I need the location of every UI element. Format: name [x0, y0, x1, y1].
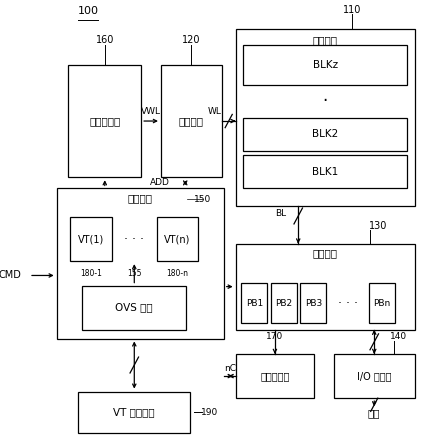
Text: ADD: ADD — [150, 179, 170, 187]
Bar — [82, 286, 186, 330]
Text: 130: 130 — [368, 221, 386, 231]
Text: 155: 155 — [127, 269, 141, 278]
Bar — [241, 284, 267, 323]
Text: BL: BL — [275, 210, 286, 218]
Text: nC: nC — [223, 364, 235, 373]
Bar — [235, 354, 313, 398]
Bar — [243, 45, 406, 85]
Bar — [56, 188, 223, 338]
Text: · · ·: · · · — [337, 297, 357, 310]
Text: 单元阵列: 单元阵列 — [312, 35, 337, 46]
Text: BLKz: BLKz — [312, 60, 337, 70]
Text: VT(n): VT(n) — [164, 234, 190, 244]
Text: 150: 150 — [194, 195, 211, 204]
Text: 110: 110 — [342, 4, 360, 15]
Bar — [243, 155, 406, 188]
Text: PB3: PB3 — [304, 299, 321, 308]
Text: 单元计数器: 单元计数器 — [260, 371, 289, 381]
Bar — [243, 118, 406, 151]
Text: CMD: CMD — [0, 271, 21, 280]
Bar — [270, 284, 296, 323]
Text: · · ·: · · · — [124, 233, 144, 246]
Text: I/O 缓冲器: I/O 缓冲器 — [356, 371, 390, 381]
Text: 数据: 数据 — [367, 408, 380, 419]
Bar — [78, 392, 190, 433]
Text: WL: WL — [208, 107, 221, 116]
Bar — [68, 65, 141, 177]
Bar — [333, 354, 414, 398]
Bar — [235, 244, 414, 330]
Text: 电压发生器: 电压发生器 — [89, 116, 120, 126]
Bar — [70, 217, 111, 261]
Bar — [157, 217, 198, 261]
Text: 140: 140 — [389, 332, 406, 341]
Text: 170: 170 — [266, 332, 283, 341]
Text: 180-1: 180-1 — [80, 269, 102, 278]
Text: PB2: PB2 — [275, 299, 292, 308]
Text: PB1: PB1 — [245, 299, 262, 308]
Text: OVS 电路: OVS 电路 — [115, 303, 153, 313]
Text: VT 选择逻辑: VT 选择逻辑 — [113, 408, 155, 417]
Text: ·: · — [322, 92, 327, 110]
Text: 页缓冲器: 页缓冲器 — [312, 248, 337, 258]
Text: BLK1: BLK1 — [311, 167, 338, 177]
Bar — [235, 29, 414, 206]
Text: VT(1): VT(1) — [78, 234, 104, 244]
Bar — [369, 284, 394, 323]
Text: 160: 160 — [95, 35, 114, 46]
Bar — [300, 284, 326, 323]
Text: 100: 100 — [77, 6, 98, 16]
Text: 180-n: 180-n — [166, 269, 188, 278]
Text: 行解码器: 行解码器 — [178, 116, 203, 126]
Text: PBn: PBn — [373, 299, 390, 308]
Text: 控制逻辑: 控制逻辑 — [127, 193, 152, 203]
Bar — [160, 65, 221, 177]
Text: 190: 190 — [201, 408, 218, 417]
Text: BLK2: BLK2 — [311, 129, 338, 139]
Text: 120: 120 — [181, 35, 200, 46]
Text: VWL: VWL — [141, 107, 161, 116]
